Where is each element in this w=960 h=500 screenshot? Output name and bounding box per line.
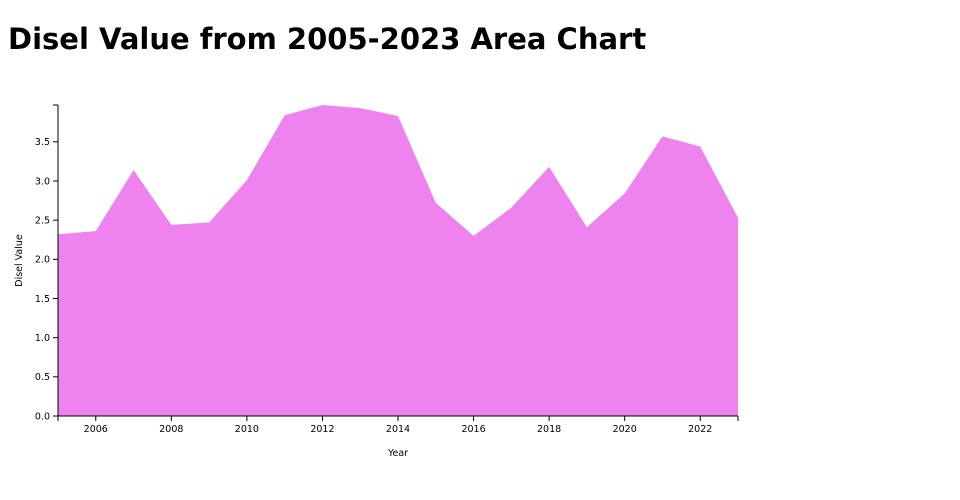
y-axis-title: Disel Value [14,234,25,287]
y-tick-label: 3.0 [35,176,50,187]
y-tick-label: 1.5 [35,294,50,305]
y-tick-label: 1.0 [35,333,50,344]
x-tick-label: 2020 [613,424,637,435]
x-axis: 2006 2008 2010 2012 2014 2016 2018 2020 2022 [57,415,739,435]
area-layer [58,105,738,416]
y-tick-label: 2.0 [35,255,50,266]
x-tick-label: 2022 [688,424,712,435]
y-tick-label: 0.0 [35,411,50,422]
y-axis: 0.0 0.5 1.0 1.5 2.0 2.5 3.0 3.5 [35,104,59,422]
area-series [58,105,738,416]
x-axis-title: Year [387,448,408,459]
y-tick-label: 3.5 [35,137,50,148]
x-tick-label: 2010 [235,424,259,435]
y-tick-label: 2.5 [35,215,50,226]
x-tick-label: 2014 [386,424,410,435]
x-tick-label: 2012 [310,424,334,435]
chart-title: Disel Value from 2005-2023 Area Chart [8,22,647,56]
y-tick-label: 0.5 [35,372,50,383]
x-tick-label: 2008 [159,424,183,435]
x-tick-label: 2016 [461,424,485,435]
x-tick-label: 2018 [537,424,561,435]
x-tick-label: 2006 [84,424,108,435]
